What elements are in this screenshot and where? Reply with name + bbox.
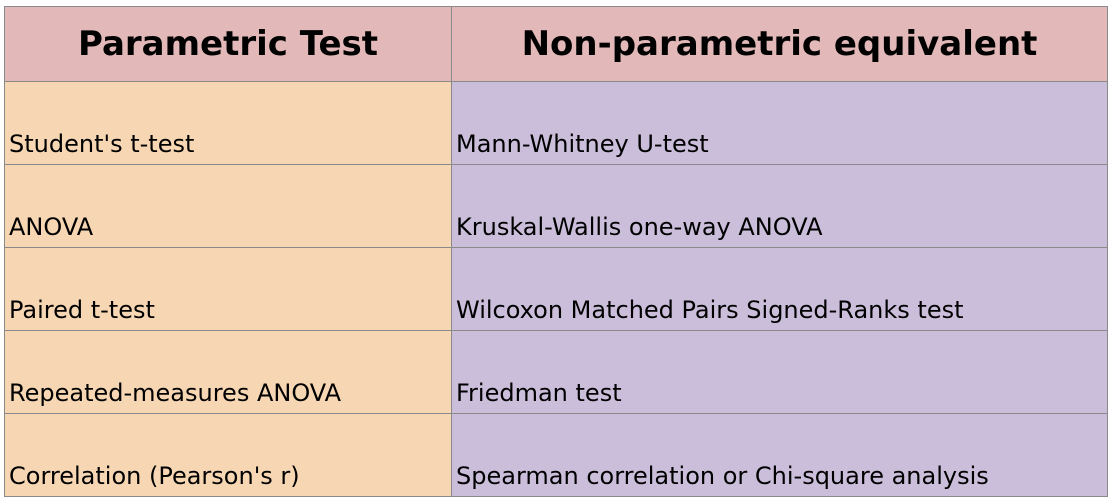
table-body: Student's t-test Mann-Whitney U-test ANOVA…	[4, 81, 1108, 497]
table-cell: Friedman test	[451, 330, 1108, 414]
table-row: Paired t-test Wilcoxon Matched Pairs Sign…	[4, 247, 1108, 331]
table-row: Correlation (Pearson's r) Spearman correl…	[4, 413, 1108, 497]
table-cell: Kruskal-Wallis one-way ANOVA	[451, 164, 1108, 248]
table-cell: ANOVA	[4, 164, 452, 248]
table-cell: Spearman correlation or Chi-square analy…	[451, 413, 1108, 497]
table-cell: Repeated-measures ANOVA	[4, 330, 452, 414]
header-cell: Non-parametric equivalent	[451, 6, 1108, 82]
table-cell: Student's t-test	[4, 81, 452, 165]
table-cell: Correlation (Pearson's r)	[4, 413, 452, 497]
page: Parametric Test Non-parametric equivalent…	[4, 6, 1108, 497]
table-cell: Wilcoxon Matched Pairs Signed-Ranks test	[451, 247, 1108, 331]
table-row: Repeated-measures ANOVA Friedman test	[4, 330, 1108, 414]
table-cell: Mann-Whitney U-test	[451, 81, 1108, 165]
table-row: Student's t-test Mann-Whitney U-test	[4, 81, 1108, 165]
header-cell: Parametric Test	[4, 6, 452, 82]
table-cell: Paired t-test	[4, 247, 452, 331]
table-row: ANOVA Kruskal-Wallis one-way ANOVA	[4, 164, 1108, 248]
header-row: Parametric Test Non-parametric equivalent	[4, 6, 1108, 82]
comparison-table: Parametric Test Non-parametric equivalent…	[4, 6, 1108, 497]
